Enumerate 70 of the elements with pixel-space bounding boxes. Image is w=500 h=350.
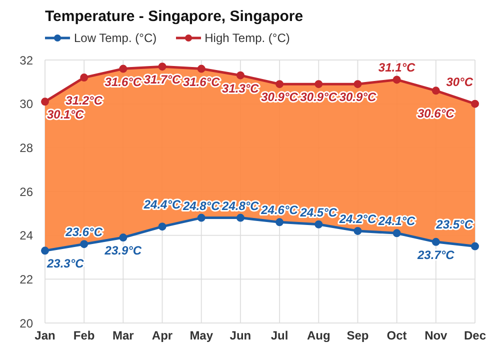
point [119,64,128,73]
point [236,214,244,222]
data-label: 31.1°C [378,60,416,75]
point [354,80,362,88]
point [80,240,88,248]
x-tick-label: Sep [346,328,369,343]
y-tick-label: 30 [20,97,34,112]
x-tick-label: May [190,328,214,343]
x-tick-label: Jul [270,328,288,343]
x-tick-label: Jan [34,328,56,343]
data-label: 24.6°C [260,203,298,218]
point [432,238,440,246]
point [197,64,206,73]
point [432,86,440,95]
chart-title: Temperature - Singapore, Singapore [45,8,304,25]
point [236,71,244,80]
data-label: 24.4°C [142,198,182,212]
legend-label: High Temp. (°C) [204,31,290,45]
point [41,98,49,106]
point [276,80,284,88]
y-tick-label: 26 [20,184,34,199]
x-tick-label: Apr [152,328,173,343]
data-label: 30°C [446,74,474,89]
data-label: 31.3°C [222,81,260,96]
data-label: 31.2°C [66,94,103,108]
data-label: 31.6°C [104,74,142,89]
data-label: 24.8°C [182,198,220,213]
data-label: 30.1°C [47,108,84,122]
data-label: 24.1°C [377,214,416,228]
data-label: 30.9°C [300,90,338,104]
point [392,229,401,238]
data-label: 24.5°C [299,205,338,220]
x-tick-label: Jun [230,328,252,343]
point [119,234,128,242]
y-tick-label: 20 [20,316,34,330]
data-label: 23.9°C [104,244,142,258]
point [158,222,166,231]
point [314,80,323,88]
y-tick-label: 22 [20,272,34,286]
point [314,220,323,228]
data-label: 30.9°C [339,90,376,104]
point [197,214,206,222]
point [392,76,401,84]
point [354,226,362,235]
x-tick-label: Aug [306,328,330,343]
legend-label: Low Temp. (°C) [74,31,157,45]
point [471,242,479,250]
data-label: 23.7°C [416,248,455,262]
point [80,74,88,82]
data-label: 24.8°C [221,198,260,213]
data-label: 31.7°C [144,72,182,87]
point [158,62,166,71]
point [471,100,479,108]
y-tick-label: 28 [20,140,34,155]
data-label: 23.3°C [46,256,84,271]
data-label: 24.2°C [338,212,376,226]
data-label: 30.6°C [418,106,455,121]
x-tick-label: Nov [424,328,448,343]
point [276,218,284,226]
data-label: 23.6°C [64,225,103,240]
x-tick-label: Dec [464,328,486,343]
point [41,246,49,255]
y-tick-label: 32 [20,53,34,68]
x-tick-label: Oct [386,328,407,343]
y-tick-label: 24 [20,228,34,243]
data-label: 23.5°C [435,217,474,232]
x-tick-label: Feb [73,328,95,343]
data-label: 31.6°C [182,74,220,89]
data-label: 30.9°C [261,90,298,104]
x-tick-label: Mar [112,328,134,343]
